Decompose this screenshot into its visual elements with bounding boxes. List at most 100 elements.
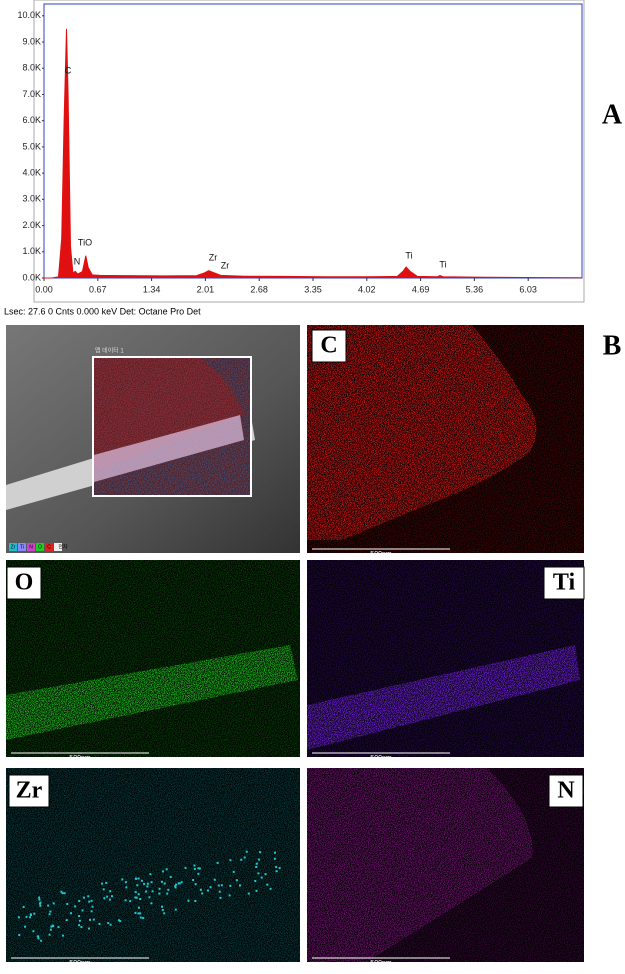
map-dot xyxy=(158,892,161,895)
y-tick-label: 7.0K xyxy=(22,89,41,99)
map-dot xyxy=(60,890,63,893)
map-dot xyxy=(266,883,269,886)
x-tick-label: 4.02 xyxy=(358,284,376,294)
map-dot xyxy=(145,890,148,893)
map-signal xyxy=(307,645,580,750)
map-dot xyxy=(52,902,55,905)
map-dot xyxy=(39,904,42,907)
map-dot xyxy=(49,928,52,931)
map-dot xyxy=(216,861,219,864)
map-dot xyxy=(109,923,112,926)
sem-title: 맵 데이터 1 xyxy=(95,347,124,355)
map-dot xyxy=(89,918,91,921)
map-dot xyxy=(174,908,177,911)
x-tick-label: 2.01 xyxy=(197,284,215,294)
map-dot xyxy=(62,934,64,937)
x-tick-label: 0.67 xyxy=(89,284,107,294)
map-dot xyxy=(149,873,152,876)
map-dot xyxy=(37,937,40,940)
map-dot xyxy=(88,927,90,930)
map-dot xyxy=(254,880,257,882)
map-dot xyxy=(258,858,260,861)
map-dot xyxy=(194,883,197,886)
map-dot xyxy=(174,885,177,888)
map-dot xyxy=(107,922,110,925)
map-dot xyxy=(63,892,66,895)
legend-swatch xyxy=(27,543,35,551)
legend-swatch xyxy=(45,543,53,551)
map-dot xyxy=(175,883,178,886)
map-dot xyxy=(134,891,137,894)
map-label: Ti xyxy=(553,570,576,596)
map-dot xyxy=(219,896,222,899)
y-tick-label: 2.0K xyxy=(22,220,41,230)
y-tick-label: 5.0K xyxy=(22,141,41,151)
map-dot xyxy=(91,905,94,908)
map-dot xyxy=(239,884,241,887)
map-dot xyxy=(90,899,93,902)
map-label-box xyxy=(548,774,584,808)
map-dot xyxy=(87,895,90,898)
map-label-box xyxy=(6,566,42,600)
map-dot xyxy=(102,888,105,891)
map-dot xyxy=(245,850,248,853)
map-dot xyxy=(65,919,68,922)
x-tick-label: 3.35 xyxy=(304,284,322,294)
map-dot xyxy=(150,902,153,905)
map-label-box xyxy=(311,329,347,363)
map-dot xyxy=(103,897,106,900)
map-dot xyxy=(25,915,28,918)
legend-label: O xyxy=(38,544,42,550)
map-dot xyxy=(81,909,84,912)
map-dot xyxy=(161,908,164,911)
map-dot xyxy=(163,882,166,885)
map-dot xyxy=(135,877,138,880)
map-dot xyxy=(184,866,187,869)
y-tick-label: 8.0K xyxy=(22,63,41,73)
scale-label: 500nm xyxy=(370,960,392,967)
map-dot xyxy=(243,856,246,859)
map-dot xyxy=(255,862,258,865)
map-dot xyxy=(137,893,140,896)
map-dot xyxy=(47,904,50,907)
map-dot xyxy=(92,918,95,921)
map-dot xyxy=(274,851,276,854)
map-dot xyxy=(90,910,93,913)
map-label-box xyxy=(8,774,50,808)
map-dot xyxy=(146,885,149,888)
map-dot xyxy=(232,870,235,873)
map-dot xyxy=(235,879,238,882)
map-dot xyxy=(193,867,196,870)
map-dot xyxy=(134,896,137,899)
map-dot xyxy=(194,900,197,902)
map-dot xyxy=(125,886,128,889)
map-dot xyxy=(240,858,243,861)
map-dot xyxy=(197,867,200,870)
map-dot xyxy=(124,899,127,902)
map-dot xyxy=(161,870,164,873)
map-label: N xyxy=(557,778,575,804)
map-dot xyxy=(220,884,223,887)
peak-label: Ti xyxy=(439,259,446,269)
map-dot xyxy=(264,873,267,876)
map-label: Zr xyxy=(16,778,43,804)
map-dot xyxy=(82,896,85,899)
map-dot xyxy=(163,912,166,915)
plot-area xyxy=(43,3,583,279)
map-dot xyxy=(66,903,69,905)
peak-label: TiO xyxy=(78,237,92,247)
peak-label: Zr xyxy=(221,260,230,270)
x-tick-label: 4.69 xyxy=(412,284,430,294)
peak-label: N xyxy=(74,256,81,266)
legend-swatch xyxy=(18,543,26,551)
map-dot xyxy=(121,878,124,881)
map-dot xyxy=(201,892,204,895)
map-signal xyxy=(307,325,537,540)
map-dot xyxy=(50,925,53,928)
map-dot xyxy=(197,872,200,875)
map-dot xyxy=(101,882,103,885)
map-signal xyxy=(6,645,298,740)
map-dot xyxy=(129,900,132,903)
legend-label: C xyxy=(47,544,51,550)
